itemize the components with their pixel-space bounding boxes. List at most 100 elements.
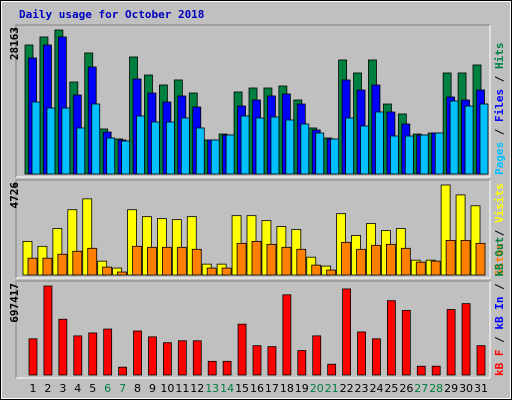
x-tick-label: 28 bbox=[429, 382, 443, 395]
legend-separator: / bbox=[493, 330, 506, 350]
bar bbox=[282, 294, 292, 376]
bar bbox=[236, 242, 247, 276]
x-tick-label: 12 bbox=[190, 382, 204, 395]
legend-entry: Visits bbox=[493, 183, 506, 223]
bar bbox=[186, 216, 197, 276]
bar bbox=[300, 123, 310, 175]
bar bbox=[161, 246, 172, 276]
bar bbox=[103, 328, 113, 376]
bar bbox=[386, 300, 396, 376]
bar bbox=[464, 105, 474, 175]
bar bbox=[237, 323, 247, 376]
bar bbox=[311, 264, 322, 276]
bar bbox=[267, 346, 277, 376]
bar bbox=[330, 138, 340, 175]
bar bbox=[470, 205, 481, 276]
bar bbox=[52, 228, 63, 276]
bar bbox=[117, 271, 127, 276]
bar bbox=[195, 127, 205, 175]
bar bbox=[73, 335, 83, 376]
bar bbox=[42, 257, 53, 276]
bar bbox=[297, 350, 307, 376]
bar bbox=[440, 184, 451, 276]
bar bbox=[326, 269, 337, 276]
legend-separator: / bbox=[493, 277, 506, 297]
y-tick-label: 697417 bbox=[8, 283, 21, 323]
bar bbox=[102, 266, 113, 276]
bar bbox=[360, 125, 369, 175]
bar bbox=[431, 365, 441, 376]
bar bbox=[357, 331, 366, 376]
y-tick-label: 4726 bbox=[8, 182, 21, 209]
bar bbox=[106, 137, 116, 175]
bar bbox=[446, 309, 456, 376]
bar bbox=[148, 336, 157, 376]
bar bbox=[312, 335, 322, 376]
legend-entry: Sites bbox=[493, 243, 506, 276]
bar bbox=[372, 338, 381, 376]
x-tick-label: 9 bbox=[149, 382, 156, 395]
bar bbox=[151, 121, 160, 175]
x-tick-label: 7 bbox=[119, 382, 126, 395]
y-tick-label: 28163 bbox=[8, 27, 21, 60]
bar bbox=[255, 117, 265, 175]
bar bbox=[270, 116, 280, 175]
bar bbox=[401, 310, 411, 376]
x-tick-label: 27 bbox=[414, 382, 428, 395]
bar bbox=[461, 303, 471, 376]
x-tick-label: 19 bbox=[295, 382, 309, 395]
x-tick-label: 29 bbox=[444, 382, 458, 395]
bar bbox=[240, 115, 250, 175]
bar bbox=[449, 100, 459, 175]
x-tick-label: 18 bbox=[280, 382, 294, 395]
bar bbox=[341, 241, 352, 276]
bar bbox=[82, 198, 93, 276]
chart-title: Daily usage for October 2018 bbox=[19, 8, 204, 21]
bar bbox=[430, 260, 441, 276]
bar bbox=[88, 332, 98, 376]
bar bbox=[251, 240, 262, 276]
x-tick-label: 15 bbox=[235, 382, 249, 395]
legend-entry: kB F bbox=[493, 350, 506, 377]
bar bbox=[61, 107, 71, 175]
x-tick-label: 13 bbox=[205, 382, 219, 395]
x-tick-label: 4 bbox=[74, 382, 81, 395]
x-tick-label: 17 bbox=[265, 382, 279, 395]
bar bbox=[345, 117, 355, 175]
bar bbox=[434, 132, 444, 175]
bar bbox=[385, 243, 396, 276]
legend-separator: / bbox=[493, 69, 506, 89]
legend: Sites / Visits bbox=[493, 183, 506, 276]
x-tick-label: 31 bbox=[474, 382, 488, 395]
bar bbox=[445, 239, 456, 276]
bar bbox=[400, 247, 411, 276]
bar bbox=[455, 194, 466, 276]
bar bbox=[416, 365, 426, 376]
bar bbox=[221, 267, 232, 276]
x-tick-label: 24 bbox=[369, 382, 383, 395]
x-tick-label: 10 bbox=[160, 382, 174, 395]
bar bbox=[142, 216, 152, 276]
legend-entry: Files bbox=[493, 89, 506, 122]
bar bbox=[43, 285, 53, 376]
bar bbox=[207, 360, 217, 376]
bar bbox=[27, 257, 38, 276]
bar bbox=[315, 132, 325, 175]
bar bbox=[415, 261, 426, 276]
legend-separator: / bbox=[493, 223, 506, 243]
bar bbox=[28, 338, 38, 376]
bar bbox=[206, 267, 217, 276]
bar bbox=[162, 342, 172, 376]
bar bbox=[176, 246, 187, 276]
bar bbox=[191, 248, 202, 276]
x-tick-label: 16 bbox=[250, 382, 264, 395]
bar bbox=[479, 103, 489, 175]
bar bbox=[58, 318, 68, 376]
bar bbox=[404, 135, 414, 175]
legend-entry: kB Out bbox=[493, 237, 506, 277]
bar bbox=[389, 135, 399, 175]
x-tick-label: 30 bbox=[459, 382, 473, 395]
x-tick-label: 8 bbox=[134, 382, 141, 395]
bar bbox=[225, 134, 235, 175]
bar bbox=[356, 248, 366, 276]
